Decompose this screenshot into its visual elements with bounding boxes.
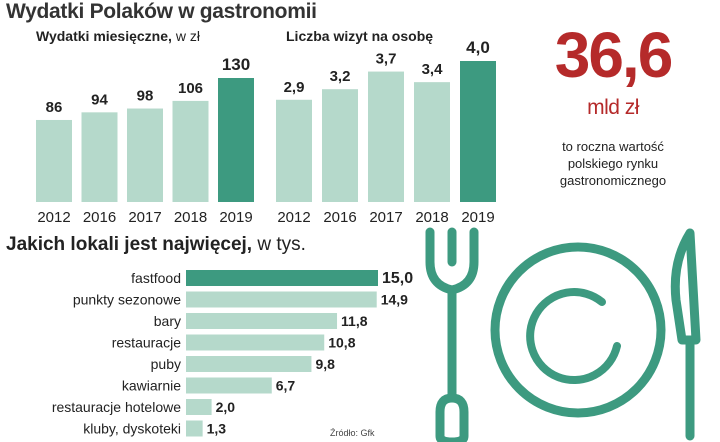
page-title: Wydatki Polaków w gastronomii [6,0,317,23]
bar-value-label: 94 [91,91,108,108]
bar [186,356,312,372]
x-tick-label: 2016 [323,209,356,226]
category-label: restauracje [112,335,181,351]
bar [186,399,212,415]
bar-value-label: 106 [178,80,203,97]
chart1-unit: w zł [175,28,200,44]
chart-visits-per-person: 2,9 2012 3,2 2016 3,7 2017 3,4 2018 4,0 2019 [276,38,496,226]
bar [186,313,338,329]
chart3-title: Jakich lokali jest najwięcej, [6,234,253,255]
headline-stat-value: 36,6 [554,19,674,91]
description-line: to roczna wartość [562,139,664,154]
x-tick-label: 2012 [277,209,310,226]
bar-value-label: 3,7 [376,51,397,68]
x-tick-label: 2016 [83,209,116,226]
description-line: polskiego rynku [567,156,659,171]
bar-value-label: 4,0 [466,38,490,57]
bar [322,89,358,202]
bar [186,377,272,394]
bar [81,112,118,202]
bar-value-label: 9,8 [315,356,335,372]
bar-value-label: 98 [137,88,154,105]
bar [172,100,209,202]
bar [276,99,312,202]
description-line: gastronomicznego [559,173,667,188]
bar [218,78,254,202]
category-label: restauracje hotelowe [52,399,181,415]
chart2-title: Liczba wizyt na osobę [286,28,434,44]
bar-value-label: 1,3 [207,421,227,437]
x-tick-label: 2019 [461,209,494,226]
bar-value-label: 11,8 [341,313,368,329]
bar [368,71,404,202]
bar [186,270,378,286]
x-tick-label: 2018 [174,209,207,226]
x-tick-label: 2017 [369,209,402,226]
knife-icon [670,228,701,441]
chart-venues-count: fastfood 15,0 punkty sezonowe 14,9 bary 11,8 r… [52,270,413,437]
tableware-illustration [425,227,701,442]
bar-value-label: 86 [46,99,63,116]
bar-value-label: 2,9 [284,79,305,96]
bar [186,420,203,437]
category-label: punkty sezonowe [73,292,181,308]
category-label: puby [151,356,181,372]
bar [127,108,163,202]
chart3-unit: w tys. [257,234,306,255]
bar [36,119,72,202]
bar [460,61,496,202]
bar-value-label: 2,0 [216,399,236,415]
chart-monthly-spending: 86 2012 94 2016 98 2017 106 2018 130 2019 [36,55,254,226]
bar [414,82,450,202]
bar [186,334,325,351]
bar-value-label: 6,7 [276,378,296,394]
headline-stat-description: to roczna wartość polskiego rynku gastro… [528,138,698,189]
bar-value-label: 3,4 [422,61,444,78]
x-tick-label: 2018 [415,209,448,226]
x-tick-label: 2012 [37,209,70,226]
x-tick-label: 2017 [128,209,161,226]
bar-value-label: 130 [222,55,250,74]
fork-icon [425,227,479,442]
category-label: fastfood [131,270,181,286]
chart3-subtitle: Jakich lokali jest najwięcej, w tys. [6,234,306,256]
bar-value-label: 3,2 [330,68,351,85]
chart1-subtitle: Wydatki miesięczne, w zł [36,28,200,44]
bar-value-label: 10,8 [328,335,355,351]
source-note: Źródło: Gfk [330,428,375,438]
bar [186,291,377,308]
bar-value-label: 15,0 [382,270,413,287]
bar-value-label: 14,9 [381,292,408,308]
headline-stat-unit: mld zł [587,96,639,119]
x-tick-label: 2019 [219,209,252,226]
category-label: bary [154,313,181,329]
category-label: kluby, dyskoteki [83,421,181,437]
plate-icon [490,242,666,418]
category-label: kawiarnie [122,378,181,394]
chart1-title: Wydatki miesięczne, [36,28,172,44]
